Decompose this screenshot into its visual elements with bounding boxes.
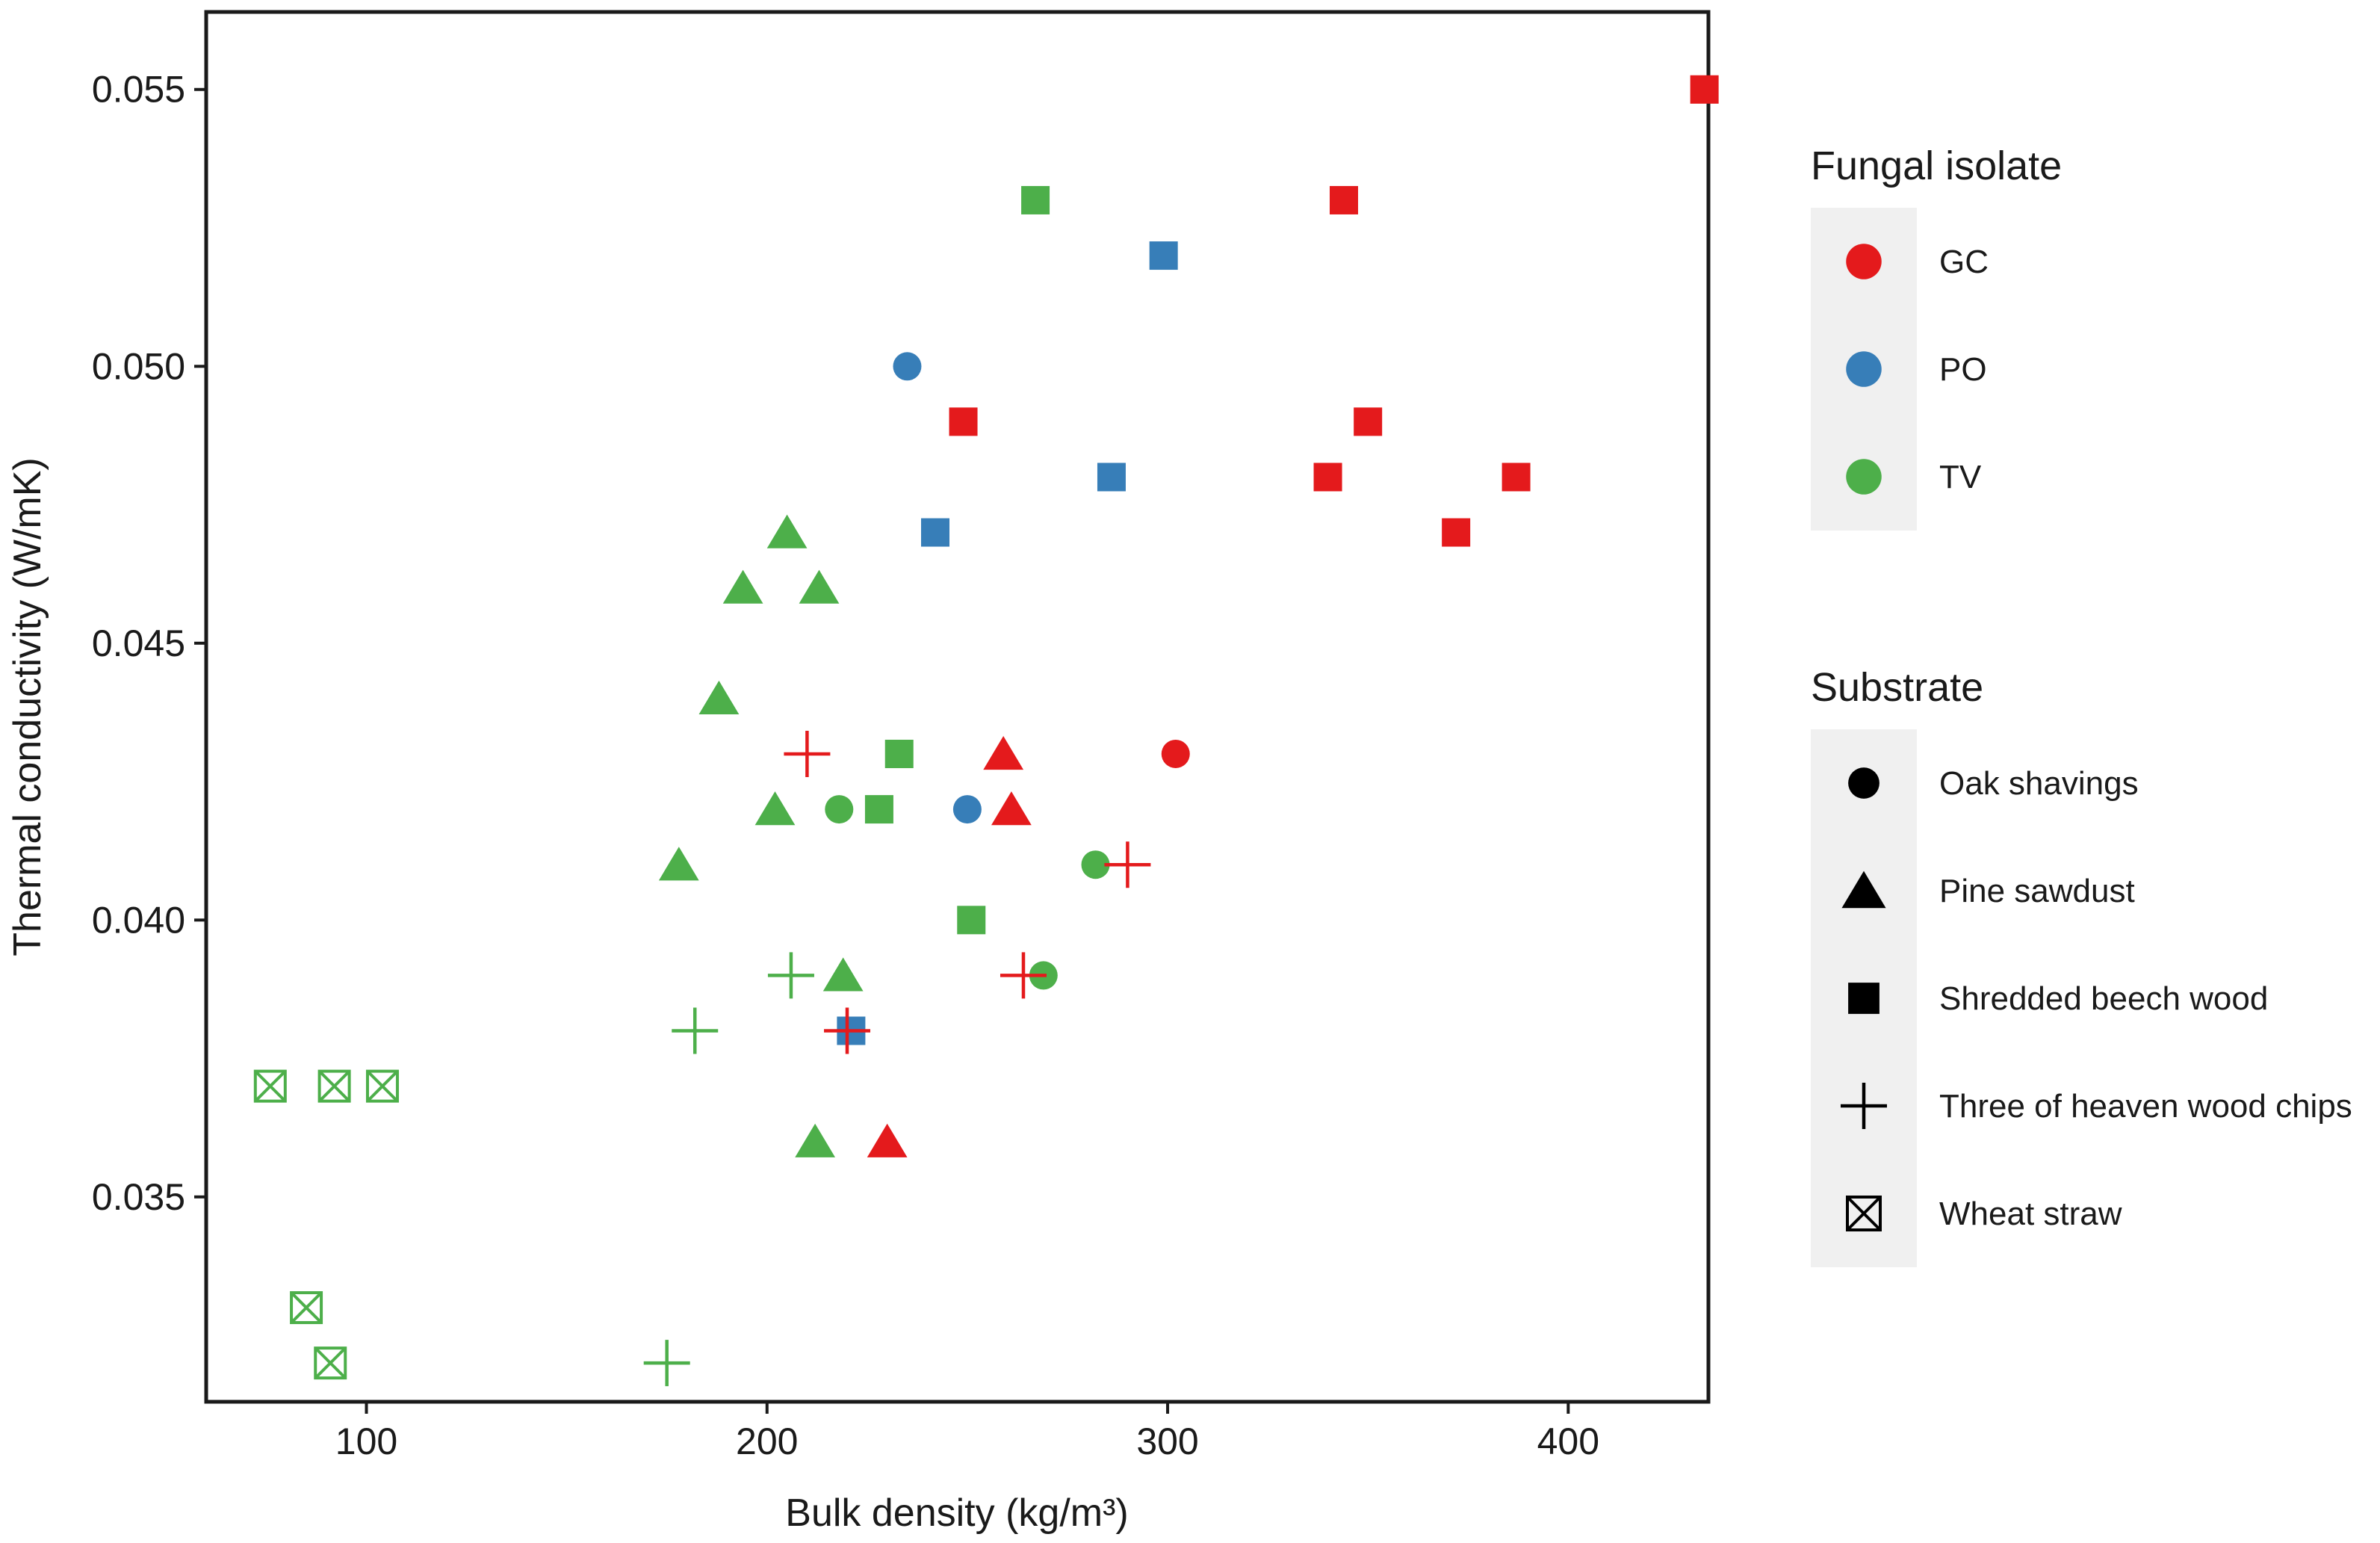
legend-label-boxx: Wheat straw xyxy=(1939,1196,2122,1232)
legend-key-square xyxy=(1848,983,1879,1014)
y-axis-title: Thermal conductivity (W/mK) xyxy=(6,457,49,956)
data-point-tv-square xyxy=(957,906,986,935)
x-axis-title: Bulk density (kg/m³) xyxy=(785,1491,1128,1535)
data-point-tv-square xyxy=(864,795,893,824)
data-point-gc-plus xyxy=(824,1007,871,1054)
data-point-tv-plus xyxy=(767,952,814,999)
legend-label-plus: Three of heaven wood chips xyxy=(1939,1088,2352,1125)
legend-label-po: PO xyxy=(1939,351,1987,388)
x-axis: 100 200 300 400 xyxy=(335,1402,1599,1462)
legend-key-tv xyxy=(1846,459,1882,495)
legend-key-plus xyxy=(1841,1083,1887,1129)
x-tick-label: 100 xyxy=(335,1420,397,1462)
plot-panel xyxy=(204,10,1711,1404)
data-point-tv-triangle xyxy=(766,514,808,548)
y-tick-label: 0.040 xyxy=(92,899,185,941)
data-point-tv-plus xyxy=(643,1340,690,1387)
legend-title-fungal-isolate: Fungal isolate xyxy=(1811,143,2062,188)
data-point-tv-circle xyxy=(1081,850,1110,879)
legend-label-square: Shredded beech wood xyxy=(1939,980,2268,1017)
data-point-po-square xyxy=(1097,463,1126,492)
data-point-tv-circle xyxy=(825,795,854,824)
legend-key-gc xyxy=(1846,244,1882,279)
data-point-gc-square xyxy=(1354,407,1383,436)
data-point-tv-square xyxy=(884,739,914,768)
x-tick-label: 300 xyxy=(1136,1420,1198,1462)
y-tick-label: 0.035 xyxy=(92,1176,185,1218)
x-tick-label: 200 xyxy=(736,1420,798,1462)
data-point-tv-boxx xyxy=(290,1291,323,1325)
y-tick-label: 0.055 xyxy=(92,69,185,111)
data-point-po-circle xyxy=(893,352,922,381)
legend: Fungal isolate GC PO TV Substrate Oak shaving… xyxy=(1811,143,2352,1267)
x-tick-label: 400 xyxy=(1537,1420,1599,1462)
data-point-gc-triangle xyxy=(983,735,1024,770)
legend-label-tv: TV xyxy=(1939,459,1982,495)
y-tick-label: 0.045 xyxy=(92,622,185,664)
data-point-tv-triangle xyxy=(658,847,699,881)
data-point-tv-triangle xyxy=(698,680,740,715)
legend-key-circle xyxy=(1848,767,1879,799)
legend-key-boxx xyxy=(1846,1196,1882,1231)
data-point-gc-triangle xyxy=(867,1123,908,1157)
data-point-po-circle xyxy=(952,795,982,824)
data-point-tv-boxx xyxy=(317,1069,351,1103)
data-points xyxy=(253,75,1719,1387)
data-point-tv-triangle xyxy=(799,569,840,604)
data-point-gc-plus xyxy=(784,730,831,777)
legend-label-circle: Oak shavings xyxy=(1939,765,2139,802)
data-point-tv-boxx xyxy=(365,1069,399,1103)
data-point-gc-square xyxy=(1329,185,1358,214)
data-point-tv-plus xyxy=(672,1007,719,1054)
data-point-tv-triangle xyxy=(754,791,796,826)
data-point-gc-circle xyxy=(1161,739,1190,768)
y-axis: 0.035 0.040 0.045 0.050 0.055 xyxy=(92,69,206,1218)
legend-label-gc: GC xyxy=(1939,244,1989,280)
data-point-tv-triangle xyxy=(795,1123,836,1157)
legend-key-triangle xyxy=(1841,871,1886,909)
legend-title-substrate: Substrate xyxy=(1811,665,1983,710)
data-point-po-square xyxy=(1149,241,1178,270)
data-point-gc-square xyxy=(1442,518,1471,547)
data-point-tv-triangle xyxy=(722,569,763,604)
data-point-gc-square xyxy=(1313,463,1342,492)
data-point-po-square xyxy=(921,518,950,547)
data-point-gc-triangle xyxy=(991,791,1032,826)
data-point-tv-triangle xyxy=(822,957,864,992)
legend-label-triangle: Pine sawdust xyxy=(1939,873,2135,909)
data-point-gc-square xyxy=(1502,463,1531,492)
data-point-gc-square xyxy=(949,407,978,436)
data-point-tv-boxx xyxy=(314,1346,347,1380)
y-tick-label: 0.050 xyxy=(92,345,185,387)
data-point-tv-boxx xyxy=(253,1069,287,1103)
data-point-tv-square xyxy=(1021,185,1050,214)
legend-key-po xyxy=(1846,351,1882,387)
data-point-gc-square xyxy=(1690,75,1719,104)
data-point-gc-plus xyxy=(1000,952,1047,999)
data-point-gc-plus xyxy=(1104,841,1151,888)
